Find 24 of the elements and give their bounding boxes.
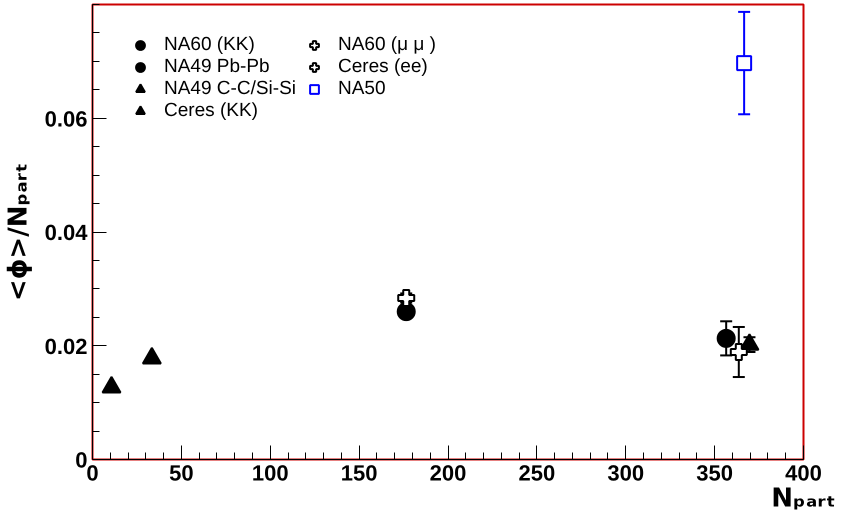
x-tick-label: 350 — [696, 460, 733, 486]
legend-label: NA60 (KK) — [164, 34, 255, 56]
x-tick-label: 400 — [785, 460, 822, 486]
y-tick-label: 0.04 — [44, 220, 88, 245]
point — [397, 288, 416, 307]
legend-label: NA49 Pb-Pb — [164, 56, 270, 78]
x-tick-label: 150 — [340, 460, 378, 486]
y-tick-label: 0.02 — [44, 334, 88, 359]
x-tick-label: 300 — [607, 460, 644, 486]
legend-label: NA50 — [338, 78, 386, 100]
point — [736, 55, 752, 72]
x-tick-label: 100 — [252, 460, 289, 486]
x-tick-label: 50 — [169, 460, 194, 486]
point — [716, 328, 736, 348]
legend-label: NA60 (μ μ ) — [338, 34, 436, 56]
legend-label: Ceres (ee) — [338, 56, 428, 78]
x-axis-title: Nₚₐᵣₜ — [771, 484, 836, 514]
y-axis-title: <ϕ>/Nₚₐᵣₜ — [4, 162, 34, 302]
legend-label: Ceres (KK) — [164, 100, 258, 122]
point — [730, 343, 748, 362]
y-tick-label: 0.06 — [44, 106, 88, 132]
x-tick-label: 200 — [430, 460, 466, 486]
legend-label: NA49 C-C/Si-Si — [164, 78, 296, 100]
x-tick-label: 250 — [518, 460, 556, 486]
